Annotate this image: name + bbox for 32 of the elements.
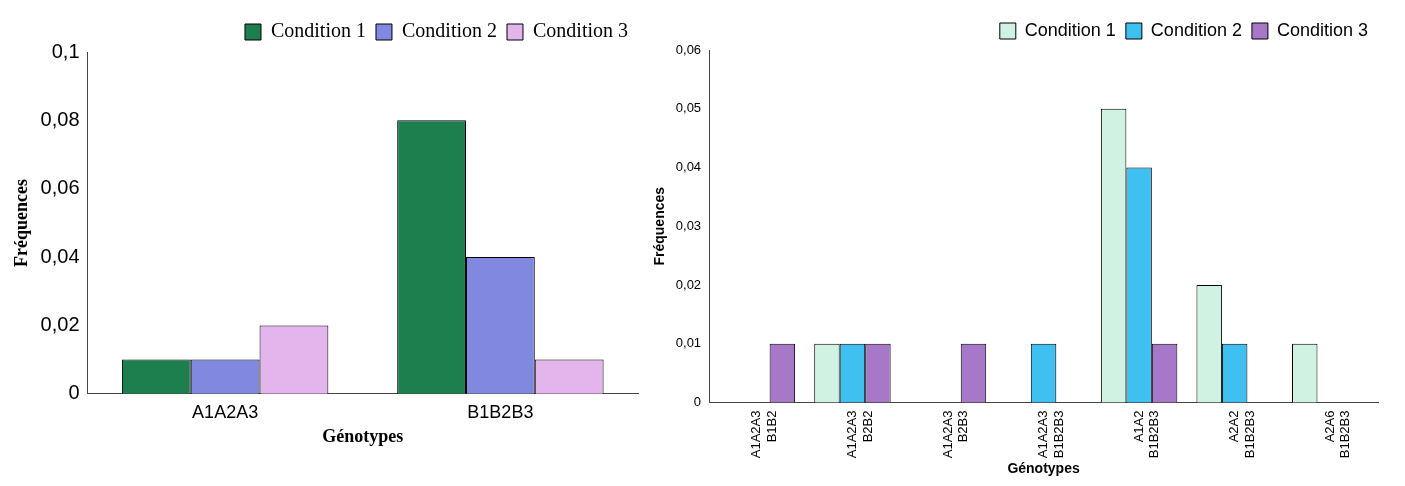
legend-label: Condition 3 [532,19,629,42]
y-tick-label: 0,1 [51,39,80,62]
y-tick-label: 0,03 [675,217,702,233]
x-tick-label: A1A2A3 B1B2B3 [1035,410,1066,459]
x-tick-label: A1A2A3 B2B3 [939,410,971,459]
x-axis-title: Génotypes [1007,460,1080,477]
x-axis-title: Génotypes [322,425,404,446]
y-tick-label: 0,06 [675,41,702,57]
y-tick-label: 0,05 [675,100,702,116]
y-axis-title: Fréquences [651,186,668,266]
y-tick-label: 0,04 [40,244,80,267]
legend-label: Condition 2 [1150,19,1242,40]
legend-label: Condition 2 [401,19,497,42]
x-tick-label: A1A2A3 B1B2 [748,410,780,459]
x-tick-label: B1B2B3 [467,401,534,422]
y-tick-label: 0,02 [675,276,702,292]
y-tick-label: 0 [693,394,702,410]
x-tick-label: A2A6 B1B2B3 [1321,410,1353,459]
y-tick-label: 0,02 [40,312,80,335]
legend-label: Condition 3 [1276,19,1369,40]
y-tick-label: 0,08 [40,107,80,130]
x-tick-label: A1A2A3 B2B2 [844,410,875,459]
legend-label: Condition 1 [270,19,366,42]
y-tick-label: 0,04 [675,159,702,175]
y-axis-title: Fréquences [11,178,32,267]
legend-label: Condition 1 [1024,19,1116,40]
y-tick-label: 0,01 [675,335,702,351]
y-tick-label: 0 [68,381,80,404]
x-tick-label: A1A2 B1B2B3 [1130,410,1162,459]
x-tick-label: A2A2 B1B2B3 [1226,410,1257,459]
y-tick-label: 0,06 [40,176,80,199]
x-tick-label: A1A2A3 [192,401,259,422]
